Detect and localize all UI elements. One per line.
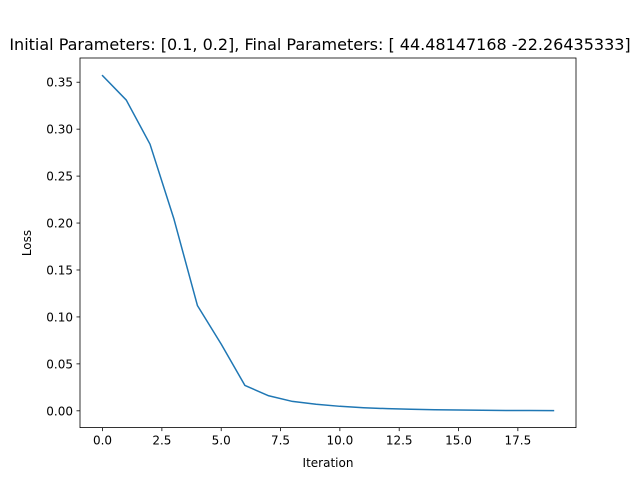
x-tick-label: 2.5 — [152, 434, 171, 448]
series-line-0 — [101, 74, 555, 412]
plot-frame — [79, 57, 577, 429]
x-tick-label: 10.0 — [327, 434, 354, 448]
plot-area — [101, 74, 555, 412]
y-axis-label: Loss — [20, 230, 34, 256]
x-tick-label: 5.0 — [212, 434, 231, 448]
x-tick-label: 0.0 — [93, 434, 112, 448]
y-tick-label: 0.30 — [46, 123, 73, 137]
x-axis: 0.0 2.5 5.0 7.5 10.0 12.5 15.0 17.5 — [93, 427, 531, 448]
y-tick-label: 0.25 — [46, 170, 73, 184]
y-tick-label: 0.00 — [46, 404, 73, 418]
y-tick-label: 0.35 — [46, 76, 73, 90]
x-tick-label: 7.5 — [271, 434, 290, 448]
chart-title: Initial Parameters: [0.1, 0.2], Final Pa… — [9, 35, 630, 54]
y-tick-label: 0.10 — [46, 310, 73, 324]
x-tick-label: 17.5 — [504, 434, 531, 448]
x-tick-label: 12.5 — [386, 434, 413, 448]
y-tick-label: 0.05 — [46, 357, 73, 371]
x-tick-label: 15.0 — [445, 434, 472, 448]
x-axis-label: Iteration — [303, 456, 354, 470]
y-axis: 0.00 0.05 0.10 0.15 0.20 0.25 0.30 0.35 — [46, 76, 80, 418]
y-tick-label: 0.20 — [46, 217, 73, 231]
y-tick-label: 0.15 — [46, 263, 73, 277]
